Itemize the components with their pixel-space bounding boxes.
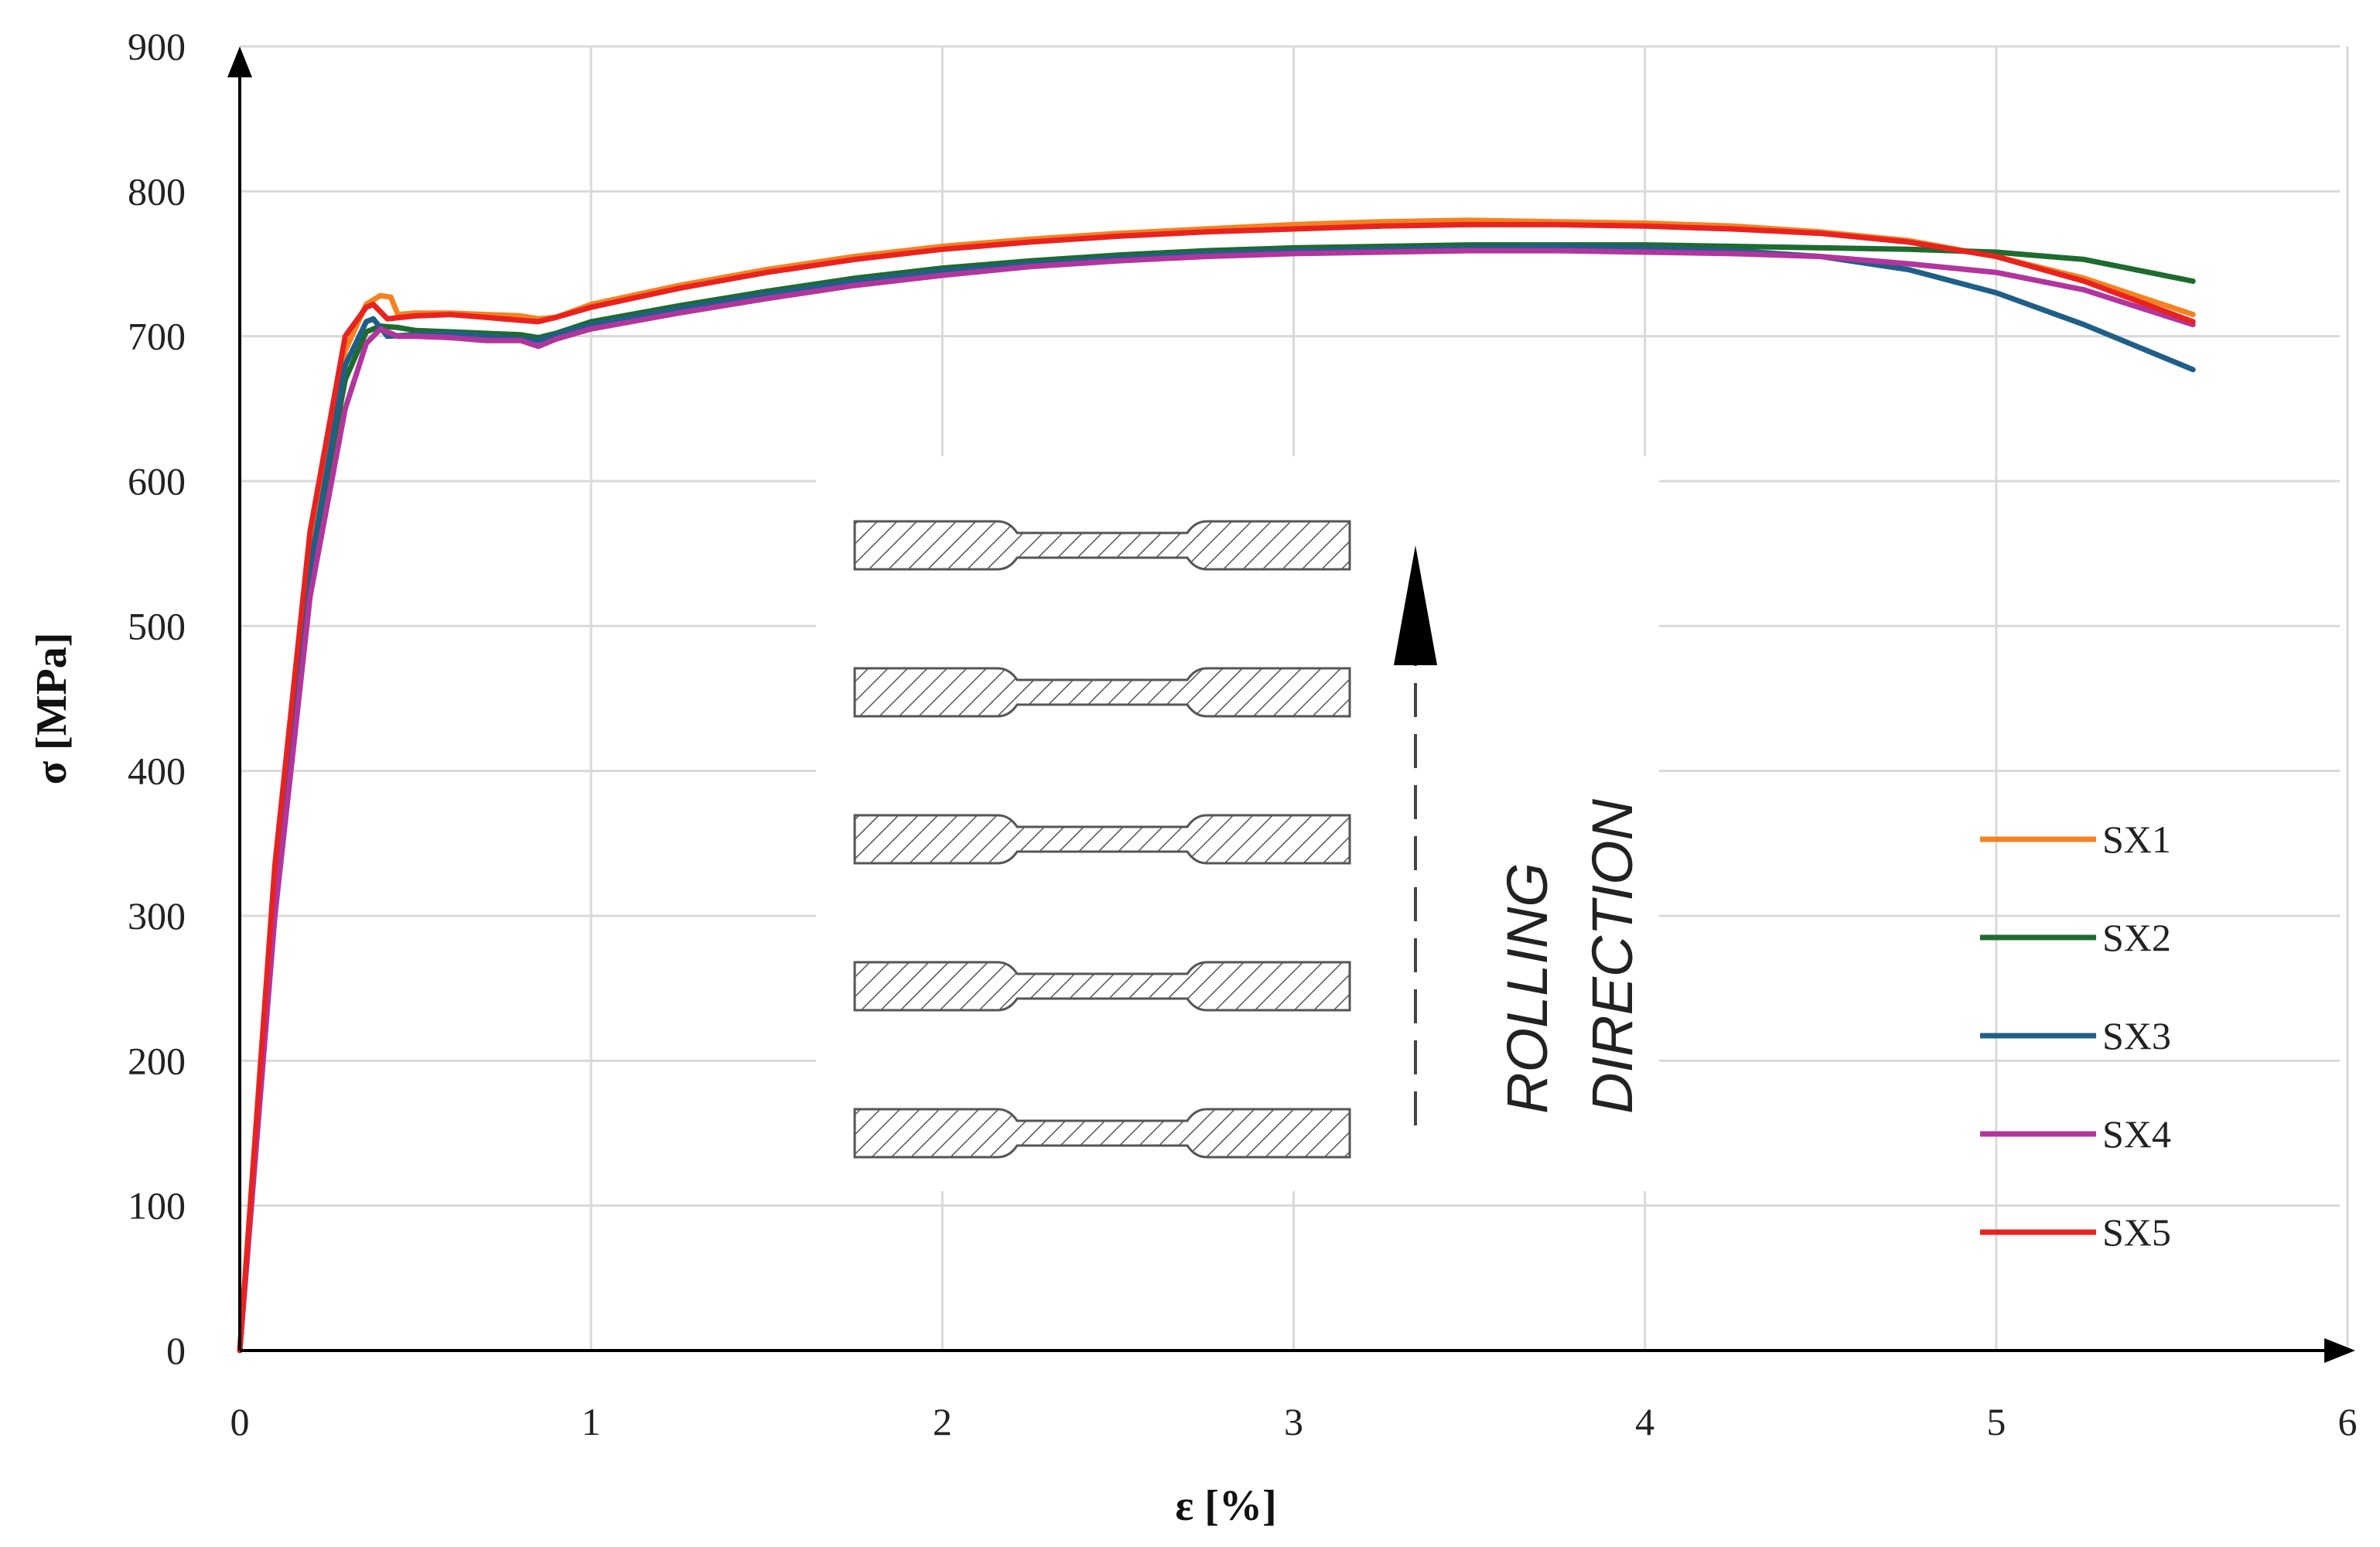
legend-label-sx5: SX5 [2102, 1211, 2171, 1254]
y-tick-label: 900 [128, 25, 186, 68]
legend-label-sx1: SX1 [2102, 818, 2171, 861]
y-tick-label: 700 [128, 315, 186, 358]
direction-label: DIRECTION [1580, 798, 1644, 1114]
legend-label-sx2: SX2 [2102, 916, 2171, 959]
series-line-sx1 [237, 217, 2196, 1354]
legend: SX1 SX2 SX3 SX4 SX5 [1980, 818, 2171, 1254]
x-tick-label: 0 [230, 1400, 250, 1443]
specimen-shape [853, 1108, 1351, 1159]
series-lines [237, 217, 2196, 1354]
series-line-sx3 [237, 244, 2196, 1354]
x-axis-title: ε [%] [1175, 1482, 1276, 1530]
y-tick-label: 200 [128, 1039, 186, 1082]
x-tick-label: 1 [582, 1400, 601, 1443]
specimen-shape [853, 814, 1351, 865]
x-tick-labels: 0 1 2 3 4 5 6 [230, 1400, 2358, 1443]
y-tick-label: 100 [128, 1184, 186, 1228]
y-tick-label: 800 [128, 169, 186, 213]
y-tick-labels: 0 100 200 300 400 500 600 700 800 900 [128, 25, 186, 1372]
x-tick-label: 4 [1635, 1400, 1654, 1443]
series-line-sx5 [237, 221, 2196, 1354]
y-tick-label: 300 [128, 894, 186, 937]
axes [227, 46, 2355, 1363]
legend-label-sx3: SX3 [2102, 1014, 2171, 1057]
specimen-shape [853, 961, 1351, 1012]
rolling-label: ROLLING [1495, 862, 1559, 1114]
specimen-inset: ROLLING DIRECTION [816, 456, 1659, 1191]
series-line-sx4 [237, 248, 2196, 1354]
series-line-sx2 [237, 242, 2196, 1354]
specimen-group [853, 520, 1351, 1159]
y-tick-label: 500 [128, 604, 186, 647]
x-tick-label: 2 [933, 1400, 952, 1443]
x-tick-label: 5 [1986, 1400, 2006, 1443]
x-tick-label: 3 [1284, 1400, 1303, 1443]
specimen-shape [853, 520, 1351, 571]
y-tick-label: 400 [128, 750, 186, 793]
x-tick-label: 6 [2338, 1400, 2358, 1443]
grid-lines [240, 45, 2349, 1351]
rolling-direction-arrow [1394, 545, 1437, 1125]
specimen-shape [853, 667, 1351, 718]
y-axis-title: σ [MPa] [28, 633, 76, 785]
y-tick-label: 600 [128, 459, 186, 503]
x-axis-arrowhead [2324, 1338, 2355, 1363]
y-axis-arrowhead [227, 46, 252, 77]
y-tick-label: 0 [166, 1329, 186, 1372]
legend-label-sx4: SX4 [2102, 1112, 2171, 1156]
